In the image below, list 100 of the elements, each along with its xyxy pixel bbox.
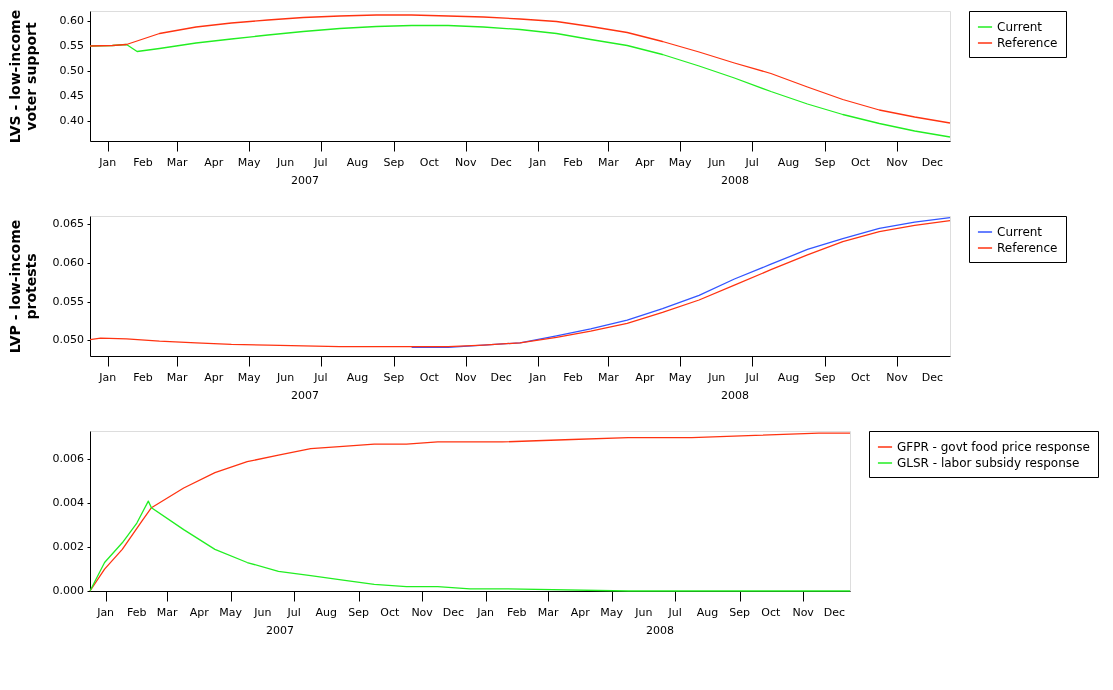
x-tick-label: Apr: [204, 371, 224, 384]
x-tick-label: Feb: [133, 371, 153, 384]
x-tick-label: Feb: [133, 156, 153, 169]
x-tick-label: Nov: [411, 606, 434, 619]
x-tick-label: Jun: [275, 156, 295, 169]
x-tick-label: Dec: [490, 371, 512, 384]
line-series: [89, 432, 851, 592]
x-tick-label: May: [668, 371, 693, 384]
text: 2007: [291, 389, 319, 402]
x-tick-label: Feb: [127, 606, 147, 619]
x-tick-label: Aug: [777, 156, 800, 169]
x-tick-label: Oct: [380, 606, 401, 619]
x-tick-label: Nov: [886, 371, 909, 384]
x-tick-label: Jul: [744, 371, 759, 384]
x-tick-label: Jan: [528, 156, 547, 169]
x-tick-label: May: [237, 371, 261, 384]
x-tick-label: Sep: [348, 606, 369, 619]
text: 2008: [721, 174, 749, 187]
x-tick-label: Oct: [761, 606, 782, 619]
x-tick-label: Feb: [507, 606, 527, 619]
x-tick-label: Jan: [476, 606, 495, 619]
x-tick-label: Jul: [286, 606, 301, 619]
x-tick-label: Apr: [570, 606, 591, 619]
legend-label: Reference: [997, 36, 1058, 50]
x-tick-label: Aug: [777, 371, 800, 384]
x-tick-label: Oct: [419, 156, 440, 169]
y-tick-label: 0.055: [52, 294, 84, 308]
x-tick-label: Sep: [814, 371, 836, 384]
x-tick-label: Nov: [886, 156, 909, 169]
x-tick-label: Feb: [563, 371, 583, 384]
legend-label: Reference: [997, 241, 1058, 255]
y-tick-label: 0.065: [52, 216, 84, 230]
x-tick-label: Jun: [707, 156, 726, 169]
y-tick-label: 0.000: [52, 584, 84, 597]
x-tick-label: Jul: [744, 156, 759, 169]
x-tick-label: Jan: [96, 606, 115, 619]
x-tick-label: Jun: [634, 606, 653, 619]
x-tick-label: Apr: [635, 371, 655, 384]
x-tick-label: Sep: [383, 156, 405, 169]
line-series: [89, 220, 951, 348]
x-tick-label: Oct: [850, 371, 871, 384]
legend-label: GFPR - govt food price response: [897, 440, 1090, 454]
x-tick-label: Apr: [189, 606, 210, 619]
text: 2008: [721, 389, 749, 402]
y-tick-label: 0.006: [52, 452, 84, 466]
text: 2007: [266, 624, 294, 637]
x-tick-label: Nov: [455, 371, 478, 384]
x-tick-label: May: [237, 156, 261, 169]
y-axis-title: LVP - low-income protests: [7, 219, 39, 354]
x-tick-label: Feb: [563, 156, 583, 169]
x-tick-label: Jun: [253, 606, 272, 619]
y-tick-label: 0.060: [52, 255, 84, 269]
x-tick-label: Dec: [442, 606, 464, 619]
x-tick-label: Jun: [707, 371, 726, 384]
x-tick-label: Apr: [204, 156, 224, 169]
x-tick-label: Jul: [667, 606, 682, 619]
x-tick-label: Sep: [814, 156, 836, 169]
y-tick-label: 0.45: [59, 89, 84, 102]
x-tick-label: Aug: [696, 606, 719, 619]
x-tick-label: May: [219, 606, 243, 619]
x-tick-label: Mar: [166, 156, 189, 169]
text: 2008: [646, 624, 674, 637]
x-tick-label: Jul: [313, 371, 328, 384]
x-tick-label: Sep: [383, 371, 405, 384]
x-tick-label: Aug: [346, 371, 369, 384]
x-tick-label: Mar: [156, 606, 178, 619]
x-tick-label: Apr: [635, 156, 655, 169]
line-series: [89, 14, 951, 124]
text: 2007: [291, 174, 319, 187]
y-axis-title: LVS - low-income voter support: [7, 9, 39, 144]
y-tick-label: 0.004: [52, 496, 84, 510]
x-tick-label: Dec: [921, 156, 943, 169]
x-tick-label: Nov: [455, 156, 478, 169]
x-tick-label: Jul: [313, 156, 328, 169]
x-tick-label: Oct: [419, 371, 440, 384]
x-tick-label: Aug: [346, 156, 369, 169]
x-tick-label: Jan: [528, 371, 547, 384]
x-tick-label: Mar: [597, 156, 620, 169]
x-tick-label: May: [600, 606, 624, 619]
x-tick-label: Dec: [921, 371, 943, 384]
x-tick-label: Oct: [850, 156, 871, 169]
x-tick-label: Sep: [729, 606, 751, 619]
x-tick-label: Jan: [98, 371, 117, 384]
y-tick-label: 0.002: [52, 540, 84, 554]
x-tick-label: May: [668, 156, 693, 169]
x-tick-label: Nov: [792, 606, 815, 619]
x-tick-label: Mar: [597, 371, 620, 384]
x-tick-label: Mar: [537, 606, 559, 619]
y-tick-label: 0.50: [59, 64, 84, 77]
legend-label: GLSR - labor subsidy response: [897, 456, 1080, 470]
legend-label: Current: [997, 225, 1043, 239]
x-tick-label: Aug: [315, 606, 338, 619]
y-tick-label: 0.40: [59, 114, 84, 127]
x-tick-label: Jun: [275, 371, 295, 384]
x-tick-label: Jan: [98, 156, 117, 169]
y-tick-label: 0.55: [59, 39, 84, 52]
x-tick-label: Dec: [823, 606, 846, 619]
x-tick-label: Dec: [490, 156, 512, 169]
x-tick-label: Mar: [166, 371, 189, 384]
line-series: [410, 216, 951, 349]
